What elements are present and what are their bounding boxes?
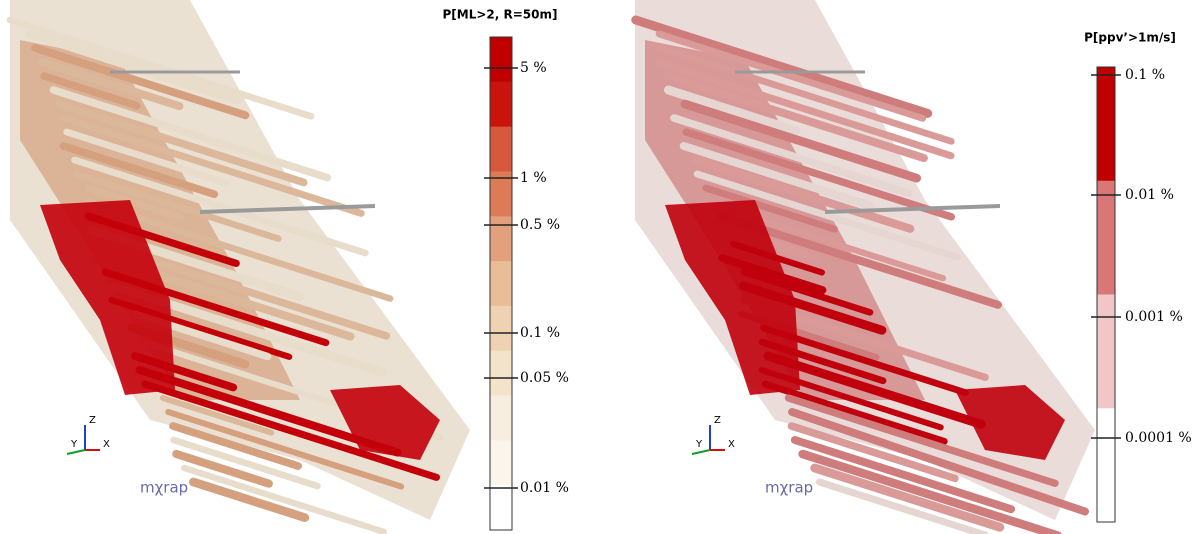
drift — [141, 380, 441, 481]
drift — [40, 72, 141, 110]
axis-y-label: Y — [70, 439, 78, 450]
colorbar-tick-label: 0.0001 % — [1125, 430, 1192, 446]
drift — [691, 155, 915, 233]
axis-z-label: Z — [89, 415, 96, 426]
drift — [189, 477, 310, 522]
drift — [760, 324, 969, 396]
colorbar-segment — [1097, 67, 1115, 182]
high-zone — [955, 385, 1065, 460]
logo: mχrap — [140, 479, 188, 497]
high-zone — [330, 385, 440, 460]
drift — [84, 184, 185, 222]
colorbar-tick-label: 0.5 % — [520, 217, 560, 233]
drift — [763, 351, 986, 429]
drift — [165, 408, 405, 490]
logo: mχrap — [765, 479, 813, 497]
drift — [37, 57, 184, 111]
colorbar-tick-label: 0.001 % — [1125, 309, 1183, 325]
drift — [85, 198, 394, 302]
drift — [71, 156, 369, 257]
drift — [159, 394, 275, 436]
drift — [631, 15, 933, 118]
drift — [6, 16, 315, 120]
colorbar-segment — [490, 216, 512, 262]
colorbar-tick-label: 0.01 % — [1125, 187, 1174, 203]
drift — [172, 449, 273, 488]
colorbar-segment — [1097, 294, 1115, 409]
colorbar-tick-label: 5 % — [520, 60, 547, 76]
drift — [169, 422, 303, 470]
colorbar-segment — [490, 485, 512, 531]
axis-x-label: X — [728, 439, 735, 450]
drift — [787, 422, 959, 483]
drift — [170, 436, 321, 490]
axis-y-label: Y — [695, 439, 703, 450]
drift — [682, 128, 956, 221]
drift — [679, 142, 875, 210]
colorbar-segment — [1097, 408, 1115, 523]
high-zone — [665, 200, 800, 395]
colorbar-segment — [1097, 180, 1115, 295]
drift — [702, 184, 838, 233]
drift — [670, 114, 913, 197]
colorbar-segment — [490, 440, 512, 486]
colorbar-frame — [1096, 66, 1116, 523]
ramp — [199, 204, 376, 214]
colorbar-tick-label: 0.1 % — [520, 325, 560, 341]
colorbar-tick-label: 1 % — [520, 170, 547, 186]
axis-z-label: Z — [714, 415, 721, 426]
drift — [784, 394, 1059, 487]
drift — [59, 114, 365, 217]
axis-x-label: X — [103, 439, 110, 450]
ramp — [824, 204, 1001, 214]
axis-y — [691, 449, 711, 455]
colorbar-segment — [490, 395, 512, 441]
colorbar-segment — [490, 171, 512, 217]
colorbar-segment — [490, 305, 512, 352]
drift — [663, 85, 801, 136]
legend-title: P[ML>2, R=50m] — [443, 8, 558, 22]
drift — [693, 170, 961, 261]
colorbar-segment — [490, 37, 512, 83]
colorbar-segment — [490, 261, 512, 307]
colorbar-segment — [490, 81, 512, 128]
drift — [72, 170, 282, 242]
drift — [815, 478, 989, 534]
colorbar-segment — [490, 350, 512, 397]
drift — [810, 463, 1005, 532]
drift — [654, 58, 955, 160]
colorbar-frame — [489, 36, 513, 531]
drift — [59, 142, 219, 199]
drift — [49, 86, 331, 182]
drift — [31, 44, 250, 120]
high-zone — [40, 200, 175, 395]
drift — [663, 71, 928, 163]
drift — [788, 408, 1089, 516]
drift — [54, 100, 308, 187]
colorbar-tick-label: 0.1 % — [1125, 67, 1165, 83]
drift — [25, 29, 242, 105]
drift — [655, 30, 927, 122]
axis-y — [66, 449, 86, 455]
legend-title: P[ppv’>1m/s] — [1084, 31, 1176, 45]
drift — [63, 128, 230, 187]
drift — [181, 464, 388, 534]
drift — [761, 380, 948, 445]
colorbar-segment — [490, 126, 512, 172]
drift — [798, 449, 1062, 534]
colorbar-tick-label: 0.01 % — [520, 480, 569, 496]
drift — [656, 44, 955, 145]
drift — [680, 99, 922, 183]
colorbar-tick-label: 0.05 % — [520, 370, 569, 386]
drift — [790, 436, 1016, 514]
